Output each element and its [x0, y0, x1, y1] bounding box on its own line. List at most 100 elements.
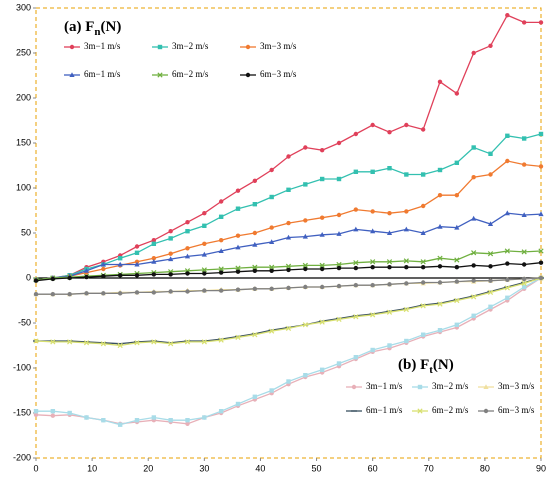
marker: [471, 313, 476, 318]
marker: [100, 261, 106, 267]
marker: [420, 332, 426, 337]
marker: [269, 264, 275, 270]
marker: [336, 212, 342, 218]
marker: [370, 347, 375, 353]
series-line: [35, 14, 541, 281]
marker: [252, 332, 258, 338]
y-tick-label: 0: [26, 272, 31, 282]
marker: [100, 341, 106, 347]
series: [33, 210, 544, 282]
series: [33, 248, 544, 283]
marker: [505, 133, 510, 138]
marker: [235, 269, 241, 274]
marker: [134, 340, 140, 346]
marker: [69, 44, 75, 50]
marker: [184, 253, 191, 259]
marker: [420, 265, 426, 270]
marker: [471, 278, 476, 283]
legend-label: 3m−3 m/s: [260, 41, 297, 51]
marker: [521, 262, 527, 267]
marker: [387, 265, 392, 270]
marker: [84, 415, 89, 420]
marker: [235, 334, 241, 341]
marker: [286, 379, 291, 384]
marker: [538, 20, 544, 25]
marker: [202, 223, 207, 228]
x-tick-label: 40: [255, 463, 265, 473]
marker: [168, 272, 173, 277]
marker: [437, 280, 443, 285]
marker: [521, 162, 527, 167]
marker: [50, 413, 56, 418]
marker: [117, 273, 123, 278]
marker: [84, 291, 89, 296]
series: [33, 275, 544, 349]
marker: [370, 283, 375, 288]
x-tick-label: 90: [536, 463, 546, 473]
marker: [487, 221, 494, 226]
marker: [69, 72, 75, 77]
marker: [403, 258, 409, 264]
marker: [471, 263, 476, 268]
marker: [471, 175, 476, 180]
marker: [202, 211, 207, 216]
marker: [521, 136, 527, 141]
marker: [185, 421, 190, 426]
marker: [202, 241, 207, 246]
marker: [538, 211, 544, 217]
legend-label: 3m−3 m/s: [498, 381, 535, 391]
marker: [134, 261, 140, 267]
title-unit: (N): [433, 357, 454, 373]
marker: [303, 373, 308, 378]
marker: [336, 140, 342, 146]
marker: [101, 266, 106, 272]
x-tick-label: 30: [199, 463, 209, 473]
marker: [117, 342, 123, 349]
marker: [235, 233, 241, 238]
marker: [404, 209, 409, 214]
marker: [269, 388, 274, 393]
title-unit: (N): [101, 19, 122, 35]
marker: [454, 193, 460, 198]
marker: [370, 209, 375, 214]
y-tick-label: -150: [13, 407, 31, 417]
marker: [483, 408, 489, 414]
marker: [353, 283, 359, 288]
marker: [235, 188, 241, 193]
panel-title: (a) Fn(N): [64, 19, 121, 37]
marker: [218, 248, 224, 253]
marker: [252, 202, 258, 207]
marker: [286, 154, 291, 159]
marker: [404, 338, 409, 344]
marker: [404, 281, 409, 286]
marker: [454, 322, 460, 327]
title-main: (b) F: [398, 357, 429, 373]
marker: [370, 265, 375, 270]
legend-label: 6m−2 m/s: [432, 405, 469, 415]
marker: [235, 265, 241, 271]
marker: [134, 273, 140, 278]
marker: [538, 131, 544, 137]
plot-frame: [35, 7, 542, 459]
marker: [302, 233, 308, 239]
marker: [286, 187, 291, 192]
marker: [151, 272, 157, 277]
marker: [185, 220, 190, 225]
series: [33, 13, 544, 282]
marker: [168, 236, 173, 241]
marker: [505, 295, 510, 300]
marker: [504, 285, 510, 291]
title-main: (a) F: [64, 19, 94, 35]
marker: [538, 248, 544, 254]
marker: [303, 284, 308, 290]
series: [33, 260, 544, 283]
marker: [50, 292, 56, 297]
marker: [437, 328, 443, 333]
legend-label: 6m−3 m/s: [498, 405, 535, 415]
marker: [336, 231, 342, 236]
marker: [487, 289, 494, 296]
series: [33, 275, 544, 427]
marker: [218, 288, 224, 293]
marker: [269, 194, 274, 200]
